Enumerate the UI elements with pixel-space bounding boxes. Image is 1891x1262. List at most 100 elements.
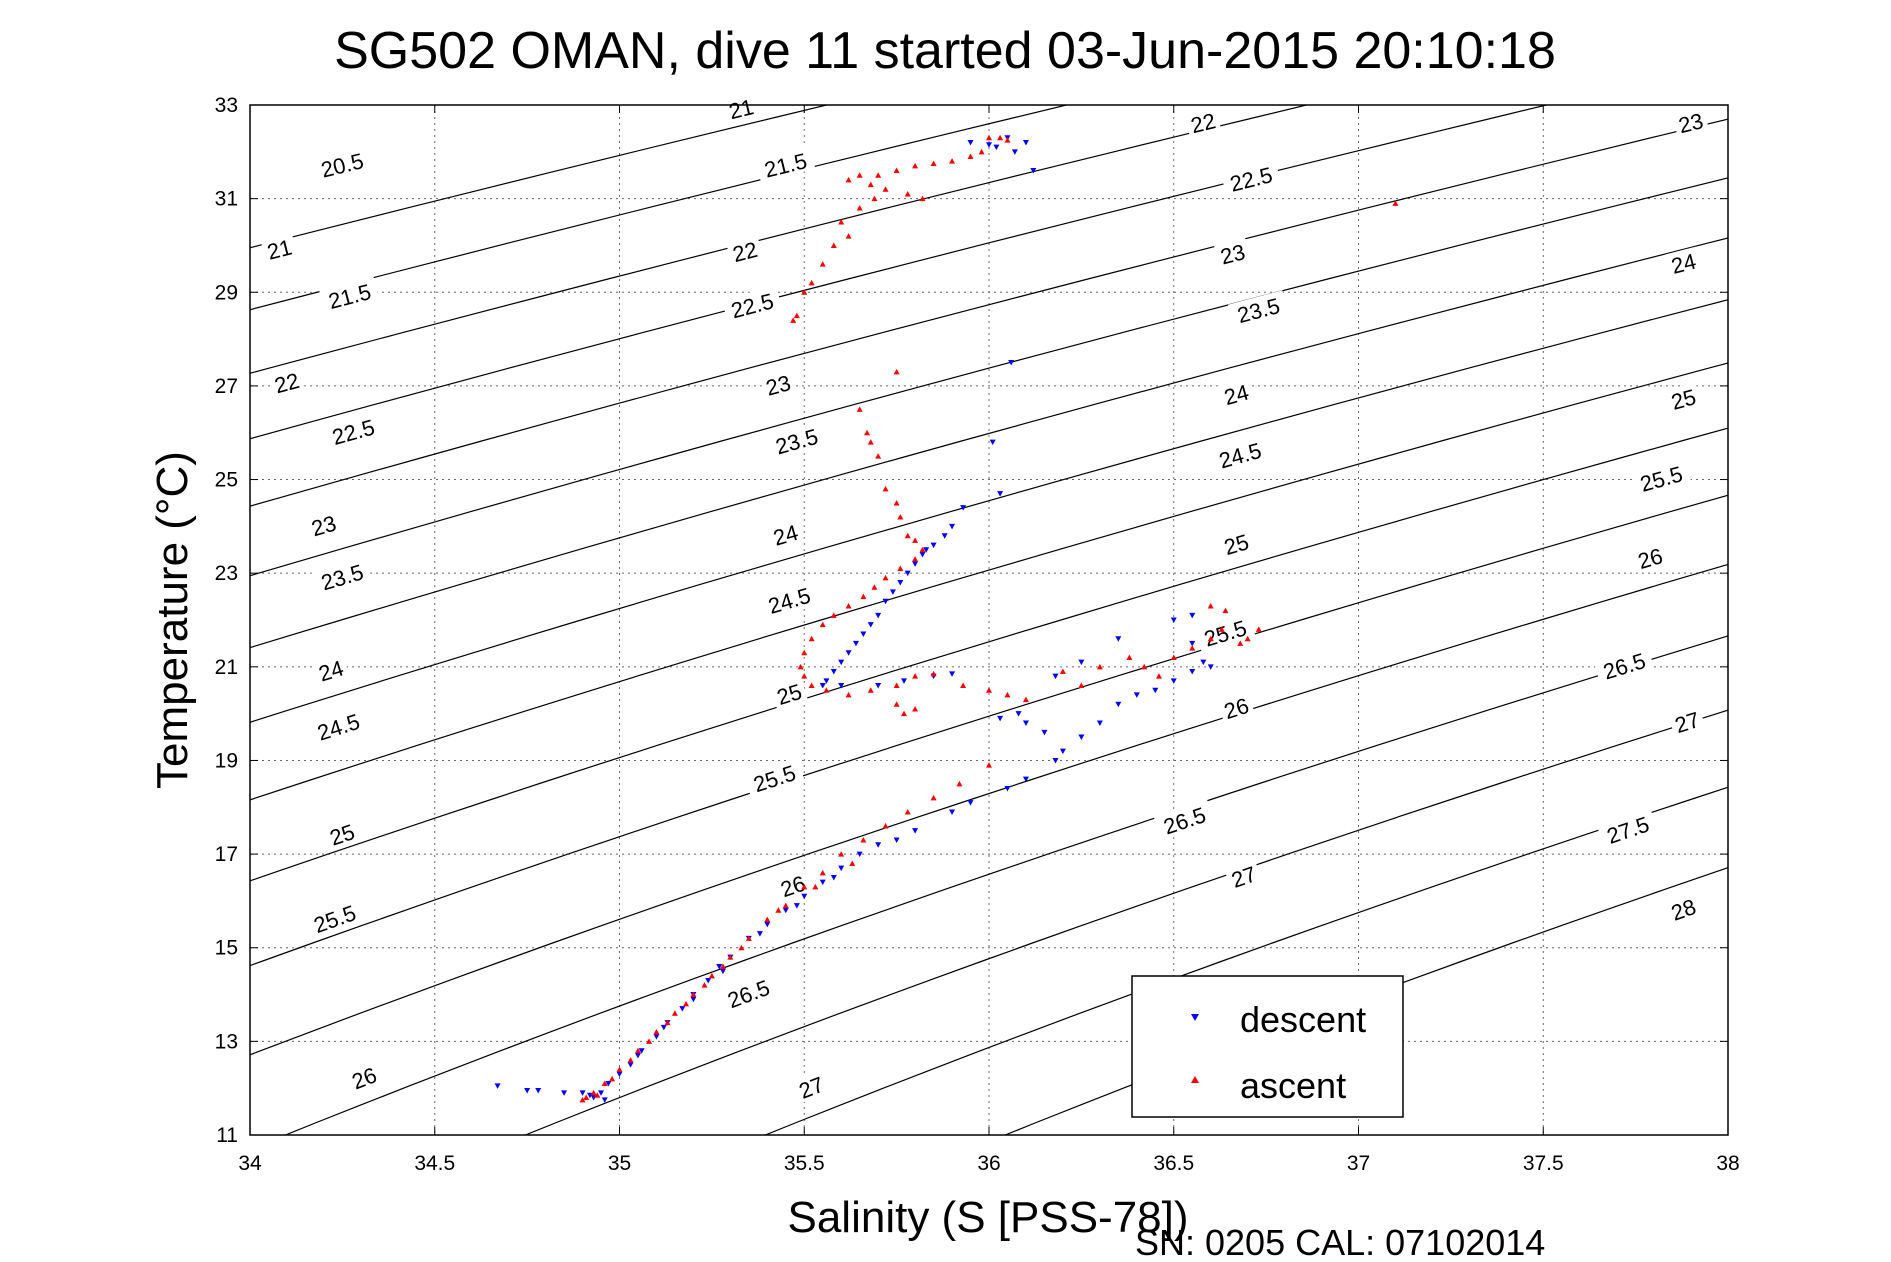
contour-label-bg (791, 1069, 831, 1104)
contour-line-26.5 (283, 635, 1728, 1135)
descent-point (882, 598, 889, 605)
descent-point (875, 683, 882, 689)
ascent-point (912, 705, 919, 712)
ascent-point (860, 837, 867, 843)
ascent-point (849, 860, 856, 866)
descent-point (601, 1097, 608, 1103)
x-tick-label: 34.5 (414, 1152, 455, 1175)
ascent-point (986, 762, 992, 768)
axis-ticks: 34 34.5 35 35.5 36 36.5 37 37.5 38 11 13 15 17 19 21 23… (215, 94, 1740, 1175)
y-tick-label: 31 (215, 188, 238, 211)
data-series (494, 134, 1399, 1103)
contour-label-bg (1194, 612, 1256, 652)
ascent-point (930, 160, 937, 167)
descent-point (838, 683, 845, 689)
descent-point (524, 1088, 531, 1094)
x-axis-label: Salinity (S [PSS-78]) (787, 1193, 1188, 1242)
ascent-point (1189, 645, 1196, 651)
contour-line-21.5 (250, 105, 1310, 374)
descent-point (616, 1071, 623, 1078)
ascent-point (801, 673, 808, 679)
ascent-point (893, 682, 900, 689)
ascent-point (579, 1096, 586, 1103)
contour-label-bg (770, 676, 808, 710)
descent-point (852, 640, 859, 647)
contour-label-bg (1631, 541, 1669, 574)
descent-point (1133, 692, 1140, 698)
y-tick-label: 17 (215, 843, 238, 866)
legend-descent-label: descent (1240, 999, 1366, 1040)
ascent-point (1170, 654, 1177, 660)
contour-label-bg (1663, 891, 1703, 926)
ascent-point (708, 972, 715, 979)
contour-label-bg (755, 145, 816, 183)
ascent-point (819, 869, 826, 876)
contour-label: 24 (1664, 246, 1702, 279)
descent-point (1170, 617, 1177, 623)
ascent-point (897, 565, 904, 571)
descent-point (904, 570, 911, 577)
contour-label: 22 (267, 365, 306, 398)
ascent-point (838, 851, 845, 857)
descent-point (830, 875, 837, 881)
descent-point (716, 963, 723, 970)
contour-label: 25.5 (1630, 458, 1692, 497)
contour-label-bg (260, 232, 298, 264)
ascent-point (616, 1066, 623, 1072)
contour-label-bg (758, 579, 820, 619)
contour-label-text: 22 (730, 237, 760, 267)
descent-point (819, 683, 826, 689)
descent-point (986, 142, 992, 148)
contour-label-bg (766, 421, 827, 460)
ascent-point (912, 556, 919, 562)
x-tick-label: 35 (608, 1152, 631, 1175)
legend-ascent-marker (1191, 1076, 1199, 1083)
ascent-point (594, 1092, 601, 1098)
contour-line-27 (523, 709, 1728, 1135)
descent-point (993, 144, 1000, 151)
contour-line-21 (250, 105, 1070, 311)
contour-labels: 20.5212121.521.522222222.522.522.5232323… (260, 92, 1709, 1104)
descent-point (705, 978, 712, 984)
calibration-footer: SN: 0205 CAL: 07102014 (1135, 1222, 1545, 1262)
descent-point (941, 533, 948, 539)
descent-point (638, 1048, 645, 1054)
contour-line-24 (250, 299, 1728, 723)
descent-point (1096, 720, 1103, 726)
descent-point (989, 439, 996, 446)
ascent-point (1237, 640, 1244, 646)
ascent-point (893, 368, 900, 375)
descent-point (960, 505, 967, 511)
ascent-point (1207, 602, 1214, 609)
contour-label-bg (311, 556, 373, 596)
descent-point (1189, 669, 1196, 675)
series-ascent (579, 134, 1399, 1103)
descent-point (889, 589, 896, 595)
descent-point (1170, 678, 1177, 684)
contour-label: 25 (1217, 527, 1255, 560)
ascent-point (930, 794, 937, 801)
contour-line-28 (1003, 867, 1728, 1135)
contour-line-25 (250, 427, 1728, 882)
ascent-point (949, 158, 956, 164)
descent-point (1052, 757, 1059, 764)
descent-point (838, 865, 845, 872)
ascent-point (801, 289, 808, 295)
contour-label: 21 (722, 92, 760, 124)
contour-label: 23 (1672, 106, 1709, 138)
descent-point (1152, 687, 1159, 694)
contour-line-23 (250, 177, 1728, 577)
descent-point (949, 671, 956, 677)
ascent-point (875, 453, 882, 459)
contour-label: 23 (1213, 237, 1251, 269)
descent-point (845, 650, 852, 656)
descent-point (875, 842, 882, 848)
descent-point (627, 1062, 634, 1068)
descent-point (793, 903, 800, 909)
contour-label-bg (717, 971, 779, 1014)
contour-label-bg (1224, 859, 1263, 893)
ascent-point (1078, 682, 1085, 689)
descent-point (660, 1024, 667, 1031)
ascent-point (808, 635, 815, 642)
